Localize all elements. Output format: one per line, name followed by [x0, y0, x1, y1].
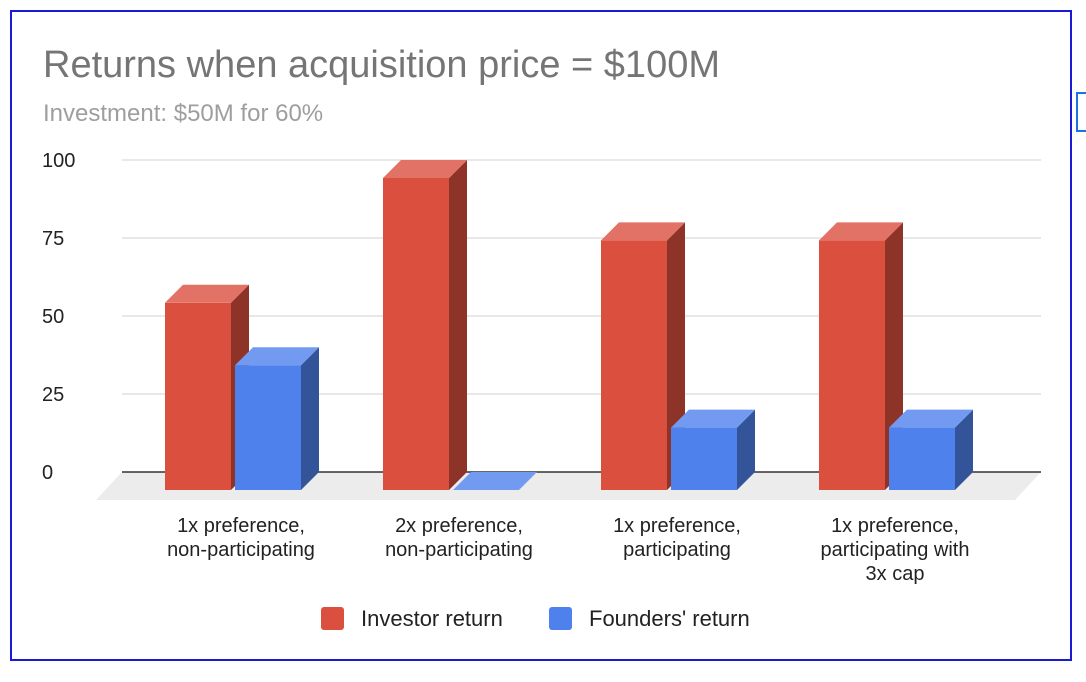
category-label-line: 2x preference, [395, 515, 523, 537]
bar-front [601, 240, 667, 490]
bar [671, 409, 755, 490]
category-label: 1x preference, non-participating [167, 515, 315, 561]
category-label-line: 1x preference, [831, 515, 959, 537]
side-panel-tab[interactable] [1076, 92, 1086, 132]
bar-top [819, 222, 903, 241]
y-tick-label: 0 [42, 462, 53, 484]
bar-top [165, 284, 249, 303]
bar-side [737, 409, 755, 490]
bar-side [955, 409, 973, 490]
category-label: 2x preference, non-participating [385, 515, 533, 561]
y-tick-label: 25 [42, 384, 64, 406]
category-label-line: 3x cap [866, 563, 925, 585]
category-label-line: participating with [821, 539, 970, 561]
y-tick-label: 100 [42, 150, 75, 172]
legend-swatch [321, 607, 344, 630]
bar-top [889, 409, 973, 428]
category-label: 1x preference, participating with 3x cap [821, 515, 970, 585]
legend-item: Founders' return [549, 606, 750, 631]
bar-front [383, 178, 449, 490]
bar [601, 222, 685, 490]
legend-swatch [549, 607, 572, 630]
legend-label: Founders' return [589, 606, 750, 631]
category-label-line: non-participating [167, 539, 315, 561]
bar-side [301, 347, 319, 490]
category-label-line: 1x preference, [177, 515, 305, 537]
bar-top [383, 160, 467, 178]
legend-item: Investor return [321, 606, 503, 631]
category-label: 1x preference, participating [613, 515, 741, 561]
bar-top [235, 347, 319, 366]
bar-top [601, 222, 685, 241]
y-tick-label: 75 [42, 228, 64, 250]
chart-subtitle: Investment: $50M for 60% [43, 100, 323, 127]
bar-front [165, 302, 231, 490]
chart-title: Returns when acquisition price = $100M [43, 44, 720, 86]
category-label-line: 1x preference, [613, 515, 741, 537]
bar-front [671, 427, 737, 490]
bar-side [449, 160, 467, 490]
bar [235, 347, 319, 490]
y-tick-label: 50 [42, 306, 64, 328]
category-label-line: non-participating [385, 539, 533, 561]
category-label-line: participating [623, 539, 731, 561]
legend-label: Investor return [361, 606, 503, 631]
bar-top [671, 409, 755, 428]
floor-plane [96, 472, 1041, 500]
y-axis-ticks: 0 25 50 75 100 [42, 150, 75, 484]
bar-top [453, 472, 537, 490]
bar [453, 472, 537, 490]
bar [889, 409, 973, 490]
chart-floor [96, 472, 1041, 500]
bar-front [889, 427, 955, 490]
legend: Investor return Founders' return [321, 606, 750, 631]
bar-front [819, 240, 885, 490]
bars [165, 160, 973, 490]
bar [383, 160, 467, 490]
bar-front [235, 365, 301, 490]
